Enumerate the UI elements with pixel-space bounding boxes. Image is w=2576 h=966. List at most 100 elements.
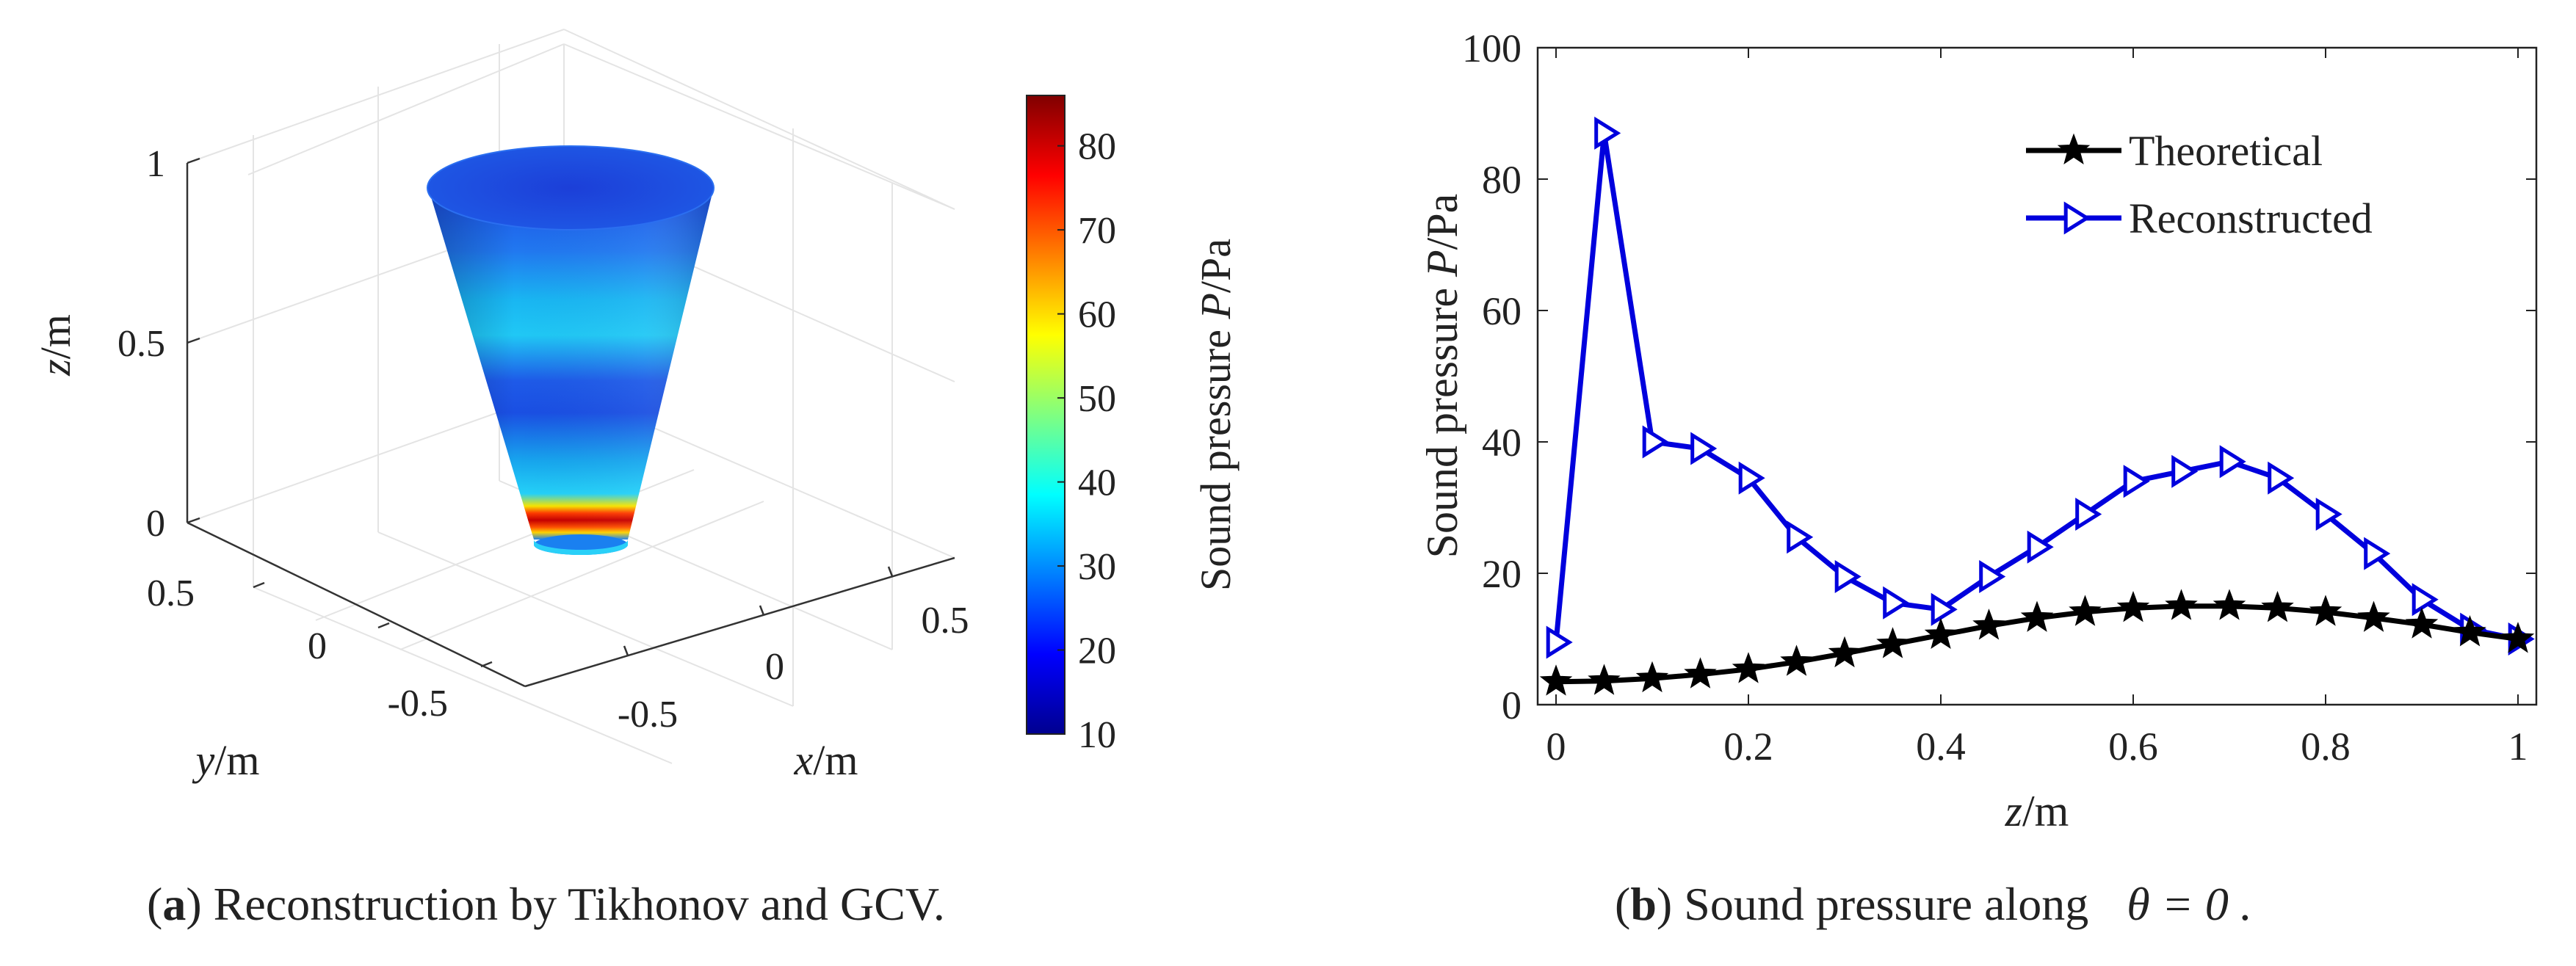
x-axis-label: x/m — [794, 736, 858, 784]
y-axis-label-main: Sound pressure — [1418, 277, 1466, 558]
colorbar-ticks: 10 20 30 40 50 60 70 80 — [1057, 126, 1116, 756]
colorbar-tick-6: 70 — [1078, 210, 1116, 252]
point-reconstructed-16 — [2315, 497, 2342, 531]
colorbar: 10 20 30 40 50 60 70 80 Sound pressure P/Pa — [1026, 95, 1240, 756]
colorbar-label-main: Sound pressure — [1192, 319, 1240, 592]
svg-text:Sound pressure P/Pa: Sound pressure P/Pa — [1192, 239, 1240, 591]
point-theoretical-13 — [2165, 589, 2198, 620]
caption-a-letter: a — [162, 878, 187, 930]
legend: Theoretical Reconstructed — [2026, 127, 2373, 242]
y-axis-label: y/m — [192, 736, 260, 784]
colorbar-label-var: P — [1192, 293, 1240, 319]
series-reconstructed — [1546, 116, 2535, 659]
point-theoretical-9 — [1972, 609, 2005, 640]
x-tick-neg-0-5: -0.5 — [618, 694, 678, 736]
point-reconstructed-6 — [1834, 559, 1862, 593]
y-tick-3: 60 — [1482, 289, 1522, 333]
point-theoretical-2 — [1635, 661, 1669, 693]
point-reconstructed-11 — [2075, 497, 2102, 531]
panel-a: 1 0.5 0 z/m 0.5 0 -0.5 y/m -0.5 0 0.5 x/… — [32, 29, 1240, 930]
colorbar-tick-5: 60 — [1078, 294, 1116, 336]
y-tick-5: 100 — [1462, 26, 1522, 70]
x-tick-0-5: 0.5 — [922, 600, 969, 642]
point-theoretical-1 — [1588, 664, 1621, 695]
caption-b-letter: b — [1630, 878, 1657, 930]
x-tick-3: 0.6 — [2108, 724, 2158, 769]
point-theoretical-8 — [1924, 617, 1958, 650]
x-axis-label-var: z — [2005, 787, 2022, 835]
point-reconstructed-0 — [1546, 625, 1573, 659]
series-line-reconstructed — [1553, 130, 2519, 643]
x-tick-4: 0.8 — [2301, 724, 2351, 769]
x-axis-label: z/m — [2005, 787, 2069, 835]
caption-a: (a) Reconstruction by Tikhonov and GCV. — [147, 878, 945, 930]
point-reconstructed-3 — [1690, 432, 1718, 465]
point-theoretical-4 — [1732, 652, 1765, 683]
point-theoretical-20 — [2501, 622, 2535, 653]
colorbar-tick-4: 50 — [1078, 378, 1116, 420]
point-reconstructed-17 — [2364, 537, 2391, 570]
point-theoretical-10 — [2020, 600, 2054, 632]
axes-lines-3d — [186, 157, 955, 688]
legend-label-theoretical: Theoretical — [2129, 127, 2323, 175]
z-tick-0-5: 0.5 — [117, 323, 165, 365]
series-theoretical — [1539, 589, 2535, 696]
svg-text:z/m: z/m — [32, 314, 79, 377]
point-theoretical-14 — [2213, 589, 2246, 620]
colorbar-tick-3: 40 — [1078, 462, 1116, 504]
y-tick-neg-0-5: -0.5 — [388, 683, 448, 724]
point-theoretical-3 — [1684, 657, 1717, 689]
colorbar-tick-1: 20 — [1078, 631, 1116, 672]
caption-b-text: Sound pressure along — [1672, 878, 2101, 930]
point-theoretical-16 — [2309, 595, 2342, 626]
legend-marker-reconstructed — [2063, 201, 2091, 235]
x-tick-0: 0 — [765, 646, 784, 688]
y-tick-0: 0 — [1502, 683, 1522, 727]
point-theoretical-7 — [1876, 627, 1909, 658]
point-reconstructed-7 — [1883, 586, 1910, 620]
point-reconstructed-9 — [1979, 559, 2006, 593]
y-tick-1: 20 — [1482, 552, 1522, 596]
caption-a-text: Reconstruction by Tikhonov and GCV. — [201, 878, 945, 930]
line-chart: 0 20 40 60 80 100 0 0.2 0.4 0.6 0.8 1 Sound pressu… — [1418, 26, 2538, 835]
point-theoretical-18 — [2405, 607, 2439, 639]
y-tick-0: 0 — [308, 625, 327, 667]
z-tick-0: 0 — [146, 503, 165, 545]
series-group — [1539, 116, 2535, 696]
x-axis-label-unit: /m — [813, 736, 858, 784]
x-tick-5: 1 — [2508, 724, 2528, 769]
point-reconstructed-10 — [2027, 530, 2054, 564]
caption-b-math: θ = 0 . — [2127, 878, 2252, 930]
x-tick-0: 0 — [1546, 724, 1566, 769]
z-axis-label-var: z — [32, 359, 79, 377]
x-ticks: 0 0.2 0.4 0.6 0.8 1 — [1546, 48, 2528, 769]
point-theoretical-17 — [2357, 600, 2390, 632]
point-theoretical-5 — [1780, 644, 1813, 676]
x-tick-2: 0.4 — [1916, 724, 1966, 769]
point-theoretical-15 — [2261, 590, 2294, 622]
point-theoretical-11 — [2069, 595, 2102, 626]
point-reconstructed-12 — [2123, 465, 2150, 498]
caption-b: (b) Sound pressure along θ = 0 . — [1615, 878, 2252, 930]
z-axis-label: z/m — [32, 314, 79, 377]
x-axis-label-unit: /m — [2022, 787, 2069, 835]
panel-b: 0 20 40 60 80 100 0 0.2 0.4 0.6 0.8 1 Sound pressu… — [1288, 0, 2576, 966]
point-reconstructed-14 — [2219, 445, 2246, 479]
y-axis-label: Sound pressure P/Pa — [1418, 194, 1466, 559]
point-theoretical-6 — [1828, 636, 1862, 668]
point-reconstructed-4 — [1738, 461, 1765, 495]
point-reconstructed-18 — [2412, 583, 2439, 617]
y-axis-label-var: y — [192, 736, 215, 784]
y-tick-2: 40 — [1482, 421, 1522, 465]
point-reconstructed-8 — [1931, 592, 1958, 626]
z-tick-1: 1 — [146, 143, 165, 185]
cone-surface — [427, 145, 714, 555]
z-axis-label-unit: /m — [32, 314, 79, 359]
y-tick-4: 80 — [1482, 158, 1522, 202]
point-theoretical-12 — [2116, 590, 2150, 622]
colorbar-tick-0: 10 — [1078, 714, 1116, 756]
point-theoretical-19 — [2453, 615, 2486, 647]
colorbar-label: Sound pressure P/Pa — [1192, 239, 1240, 591]
y-axis-label-unit: /Pa — [1418, 194, 1466, 250]
point-reconstructed-5 — [1787, 520, 1814, 554]
